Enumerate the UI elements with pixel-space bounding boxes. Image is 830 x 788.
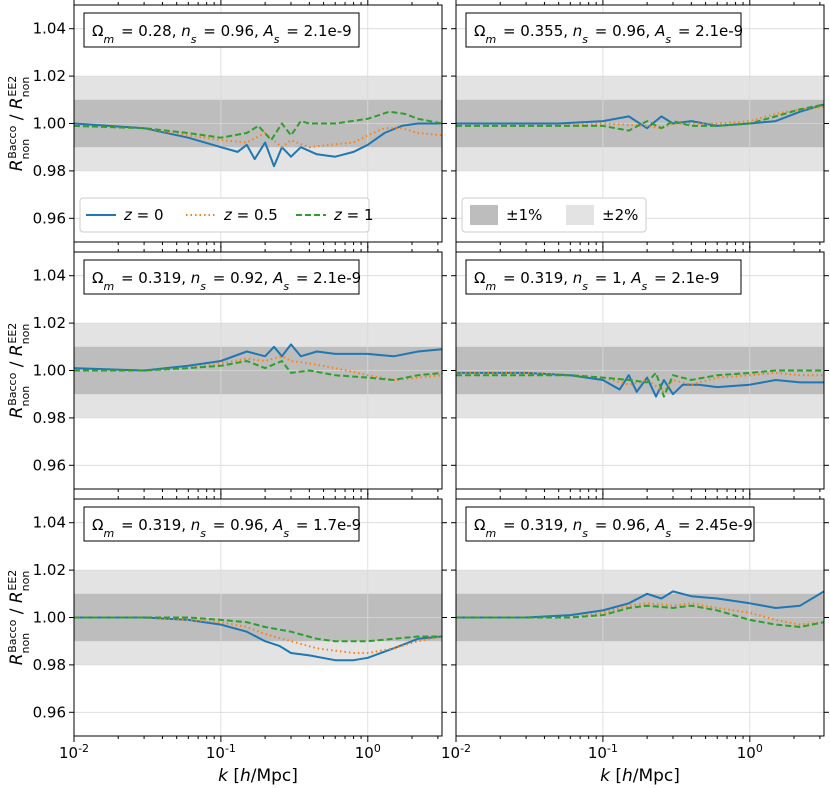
y-tick-label: 1.04 (33, 514, 66, 532)
x-tick-label: 100 (355, 742, 381, 763)
panel-title-box: Ωm = 0.28, ns = 0.96, As = 2.1e-9 (83, 12, 360, 48)
legend-swatch-band1 (470, 205, 498, 225)
series-line-z05 (456, 371, 824, 393)
series-line-z0 (456, 103, 825, 130)
series-line-z0 (73, 343, 443, 372)
panel-2: Ωm = 0.355, ns = 0.96, As = 2.1e-9 (451, 0, 829, 248)
legend-label: z = 0.5 (223, 206, 278, 224)
x-tick-label: 10-2 (441, 742, 471, 763)
legend-label: z = 1 (333, 206, 374, 224)
y-axis-label: RnonBacco / RnonEE2 (6, 76, 32, 172)
y-tick-label: 1.00 (33, 362, 66, 380)
legend-swatch-band2 (566, 205, 594, 225)
panel-title: Ωm = 0.355, ns = 0.96, As = 2.1e-9 (474, 22, 743, 46)
y-axis-label: RnonBacco / RnonEE2 (6, 323, 32, 419)
panel-title: Ωm = 0.319, ns = 0.96, As = 2.45e-9 (474, 516, 753, 540)
legend-label: ±1% (506, 206, 542, 224)
y-tick-label: 0.96 (33, 456, 66, 474)
panel-1: 0.96 0.98 1.00 1.02 1.04 Ωm = 0.28, ns = 0.96… (6, 0, 447, 248)
y-tick-label: 1.00 (33, 115, 66, 133)
x-tick-label: 10-1 (206, 742, 236, 763)
y-tick-label: 1.02 (33, 67, 66, 85)
x-axis-label: k [h/Mpc] (218, 766, 298, 786)
y-tick-label: 0.98 (33, 162, 66, 180)
panel-title-box: Ωm = 0.319, ns = 1, As = 2.1e-9 (465, 259, 742, 295)
series-line-z1 (456, 103, 825, 132)
series-line-z0 (74, 616, 443, 662)
y-tick-label: 1.02 (33, 314, 66, 332)
series-line-z05 (456, 105, 825, 130)
x-tick-label: 10-1 (588, 742, 618, 763)
series-line-z1 (456, 369, 824, 398)
panel-title-box: Ωm = 0.319, ns = 0.92, As = 2.1e-9 (83, 259, 361, 295)
panel-5: 0.96 0.98 1.00 1.02 1.04 10-2 10-1 100 Ωm = 0.31… (6, 493, 447, 763)
panel-4: Ωm = 0.319, ns = 1, As = 2.1e-9 (451, 246, 829, 495)
y-tick-label: 1.00 (33, 609, 66, 627)
legend-label: z = 0 (123, 206, 164, 224)
y-tick-label: 0.98 (33, 409, 66, 427)
legend-frame (461, 197, 647, 233)
series-line-z1 (74, 616, 442, 643)
title-box-frame (83, 259, 360, 295)
x-axis-label: k [h/Mpc] (600, 766, 680, 786)
legend-frame (79, 197, 370, 233)
title-box-frame (83, 506, 360, 542)
panel-3: 0.96 0.98 1.00 1.02 1.04 Ωm = 0.319, ns = 0.9… (6, 246, 447, 495)
series-line-z0 (73, 122, 442, 168)
y-tick-label: 1.02 (33, 561, 66, 579)
y-axis-label: RnonBacco / RnonEE2 (6, 570, 32, 666)
title-box-frame (465, 506, 755, 542)
title-box-frame (465, 259, 742, 295)
title-box-frame (465, 12, 742, 48)
y-tick-label: 0.96 (33, 209, 66, 227)
x-tick-label: 10-2 (59, 742, 89, 763)
legend-bands: ±1% ±2% (461, 197, 647, 233)
panel-title-box: Ωm = 0.319, ns = 0.96, As = 1.7e-9 (83, 506, 361, 542)
panel-title-box: Ωm = 0.355, ns = 0.96, As = 2.1e-9 (465, 12, 743, 48)
legend-label: ±2% (602, 206, 638, 224)
y-tick-label: 0.96 (33, 703, 66, 721)
series-line-z0 (456, 590, 825, 619)
panel-title: Ωm = 0.319, ns = 0.96, As = 1.7e-9 (92, 516, 361, 540)
legend-redshift: z = 0 z = 0.5 z = 1 (79, 197, 374, 233)
panel-title: Ωm = 0.319, ns = 1, As = 2.1e-9 (474, 269, 719, 293)
x-tick-label: 100 (737, 742, 763, 763)
series-line-z05 (74, 616, 443, 654)
panel-title: Ωm = 0.319, ns = 0.92, As = 2.1e-9 (92, 269, 361, 293)
panel-6: 10-2 10-1 100 Ωm = 0.319, ns = 0.96, As = 2… (441, 493, 829, 762)
series-line-z05 (73, 124, 443, 149)
series-line-z1 (74, 360, 443, 381)
y-tick-label: 1.04 (33, 20, 66, 38)
title-box-frame (83, 12, 360, 48)
y-tick-label: 0.98 (33, 656, 66, 674)
y-tick-label: 1.04 (33, 267, 66, 285)
panel-title: Ωm = 0.28, ns = 0.96, As = 2.1e-9 (92, 22, 352, 46)
series-line-z1 (73, 110, 443, 142)
panel-title-box: Ωm = 0.319, ns = 0.96, As = 2.45e-9 (465, 506, 755, 542)
series-line-z1 (456, 604, 825, 628)
